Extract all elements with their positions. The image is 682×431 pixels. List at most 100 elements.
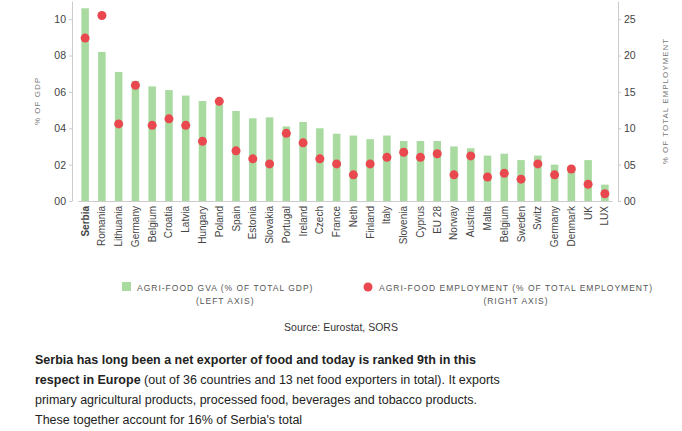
point	[449, 170, 458, 179]
tick-label: LUX	[599, 206, 610, 226]
tick-label: Ireland	[298, 206, 309, 237]
tick: 06	[54, 86, 72, 98]
point	[248, 154, 257, 163]
tick-label: Lithuania	[113, 206, 124, 247]
point	[533, 159, 542, 168]
point	[349, 170, 358, 179]
paragraph: Serbia has long been a net exporter of f…	[35, 350, 511, 430]
bar	[148, 86, 156, 201]
tick: Germany	[549, 201, 560, 247]
legend-label: AGRI-FOOD GVA (% OF TOTAL GDP)	[137, 283, 313, 293]
point	[550, 170, 559, 179]
bar	[132, 81, 140, 201]
tick: Romania	[96, 201, 107, 246]
tick-mark	[618, 201, 621, 202]
tick-label: Switz	[532, 206, 543, 230]
bar	[316, 128, 324, 201]
tick: 04	[54, 122, 72, 134]
tick-label: Cyprus	[415, 206, 426, 238]
tick-mark	[69, 201, 72, 202]
point	[500, 169, 509, 178]
tick-label: 00	[624, 195, 636, 207]
tick-label: Germany	[130, 206, 141, 247]
bar	[350, 136, 358, 201]
tick: Switz	[532, 201, 543, 230]
tick-label: Poland	[214, 206, 225, 237]
bar	[115, 72, 123, 201]
point	[567, 165, 576, 174]
bar	[232, 111, 240, 201]
tick-label: 05	[624, 158, 636, 170]
point	[382, 153, 391, 162]
tick: 10	[54, 13, 72, 25]
tick: Croatia	[163, 201, 174, 238]
tick: Finland	[365, 201, 376, 239]
tick: Spain	[231, 201, 242, 232]
point	[114, 119, 123, 128]
point	[131, 81, 140, 90]
tick-label: Croatia	[163, 206, 174, 239]
tick: Sweden	[516, 201, 527, 242]
tick: Latvia	[180, 201, 191, 233]
tick-label: Spain	[231, 206, 242, 232]
tick-label: 04	[54, 122, 66, 134]
legend-label: AGRI-FOOD EMPLOYMENT (% OF TOTAL EMPLOYM…	[379, 283, 653, 293]
tick-label: Latvia	[180, 206, 191, 233]
bar	[584, 160, 592, 201]
legend: AGRI-FOOD GVA (% OF TOTAL GDP) (LEFT AXIS…	[122, 282, 653, 306]
bar	[534, 156, 542, 201]
tick: EU 28	[432, 201, 443, 234]
y2-axis-title: % OF TOTAL EMPLOYMENT	[661, 38, 670, 165]
bar	[484, 156, 492, 201]
point	[416, 153, 425, 162]
tick: Neth	[348, 201, 359, 227]
bar	[366, 139, 374, 201]
point	[265, 159, 274, 168]
tick: Malta	[482, 201, 493, 230]
tick-label: Czech	[314, 206, 325, 234]
tick-label: 15	[624, 86, 636, 98]
point	[181, 121, 190, 130]
point	[466, 151, 475, 160]
tick: 05	[618, 158, 636, 170]
point	[97, 11, 106, 20]
point	[366, 159, 375, 168]
point	[315, 154, 324, 163]
legend-note: (LEFT AXIS)	[196, 296, 255, 306]
axis-line	[72, 2, 73, 202]
y2-axis: 000510152025	[618, 2, 636, 207]
tick: Portugal	[281, 201, 292, 243]
tick-label: 00	[54, 195, 66, 207]
tick-mark	[69, 165, 72, 166]
tick-mark	[618, 92, 621, 93]
y-axis-title: % OF GDP	[33, 77, 42, 125]
bar	[417, 141, 425, 201]
tick: Serbia	[80, 201, 91, 237]
point	[584, 180, 593, 189]
tick: 15	[618, 86, 636, 98]
tick: Belgium	[147, 201, 158, 242]
tick-label: Sweden	[516, 206, 527, 242]
tick: Slovakia	[264, 201, 275, 244]
bar	[283, 126, 291, 201]
tick-label: France	[331, 206, 342, 238]
tick-label: Norway	[448, 206, 459, 240]
bar	[81, 8, 89, 201]
point	[81, 34, 90, 43]
tick-mark	[618, 56, 621, 57]
point	[198, 137, 207, 146]
tick: Norway	[448, 201, 459, 240]
bar	[501, 154, 509, 201]
tick-label: 02	[54, 158, 66, 170]
tick-mark	[618, 165, 621, 166]
tick-label: Austria	[465, 206, 476, 238]
bar	[249, 118, 257, 201]
tick: UK	[583, 201, 594, 220]
bar	[601, 185, 609, 201]
legend-swatch	[122, 282, 131, 291]
tick: Austria	[465, 201, 476, 237]
tick-label: 10	[54, 13, 66, 25]
plot-area	[81, 8, 610, 201]
bar	[400, 141, 408, 201]
tick-label: Denmark	[566, 205, 577, 247]
